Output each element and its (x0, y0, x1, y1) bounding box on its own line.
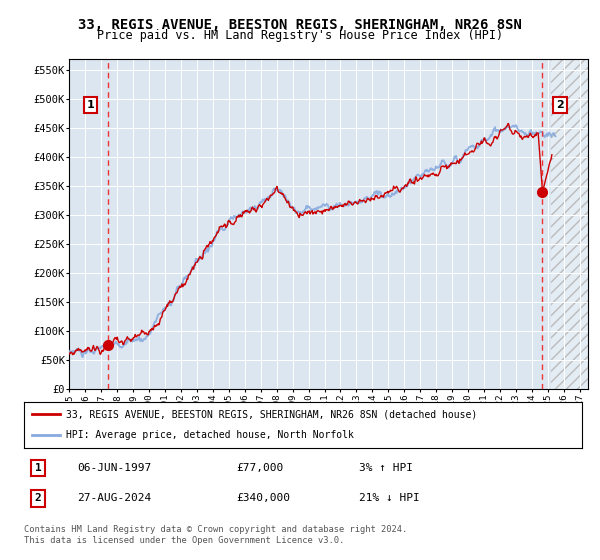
Text: £340,000: £340,000 (236, 493, 290, 503)
Bar (551, 59, 588, 389)
Bar (551, 59, 588, 389)
Text: 2: 2 (556, 100, 564, 110)
Text: 1: 1 (35, 463, 41, 473)
Text: Price paid vs. HM Land Registry's House Price Index (HPI): Price paid vs. HM Land Registry's House … (97, 29, 503, 42)
Text: 3% ↑ HPI: 3% ↑ HPI (359, 463, 413, 473)
Text: £77,000: £77,000 (236, 463, 283, 473)
Text: 33, REGIS AVENUE, BEESTON REGIS, SHERINGHAM, NR26 8SN: 33, REGIS AVENUE, BEESTON REGIS, SHERING… (78, 18, 522, 32)
Text: 27-AUG-2024: 27-AUG-2024 (77, 493, 151, 503)
Text: HPI: Average price, detached house, North Norfolk: HPI: Average price, detached house, Nort… (66, 430, 354, 440)
Text: 1: 1 (86, 100, 94, 110)
Text: 06-JUN-1997: 06-JUN-1997 (77, 463, 151, 473)
Text: 33, REGIS AVENUE, BEESTON REGIS, SHERINGHAM, NR26 8SN (detached house): 33, REGIS AVENUE, BEESTON REGIS, SHERING… (66, 409, 477, 419)
Text: 2: 2 (35, 493, 41, 503)
Text: 21% ↓ HPI: 21% ↓ HPI (359, 493, 419, 503)
Text: Contains HM Land Registry data © Crown copyright and database right 2024.
This d: Contains HM Land Registry data © Crown c… (24, 525, 407, 545)
